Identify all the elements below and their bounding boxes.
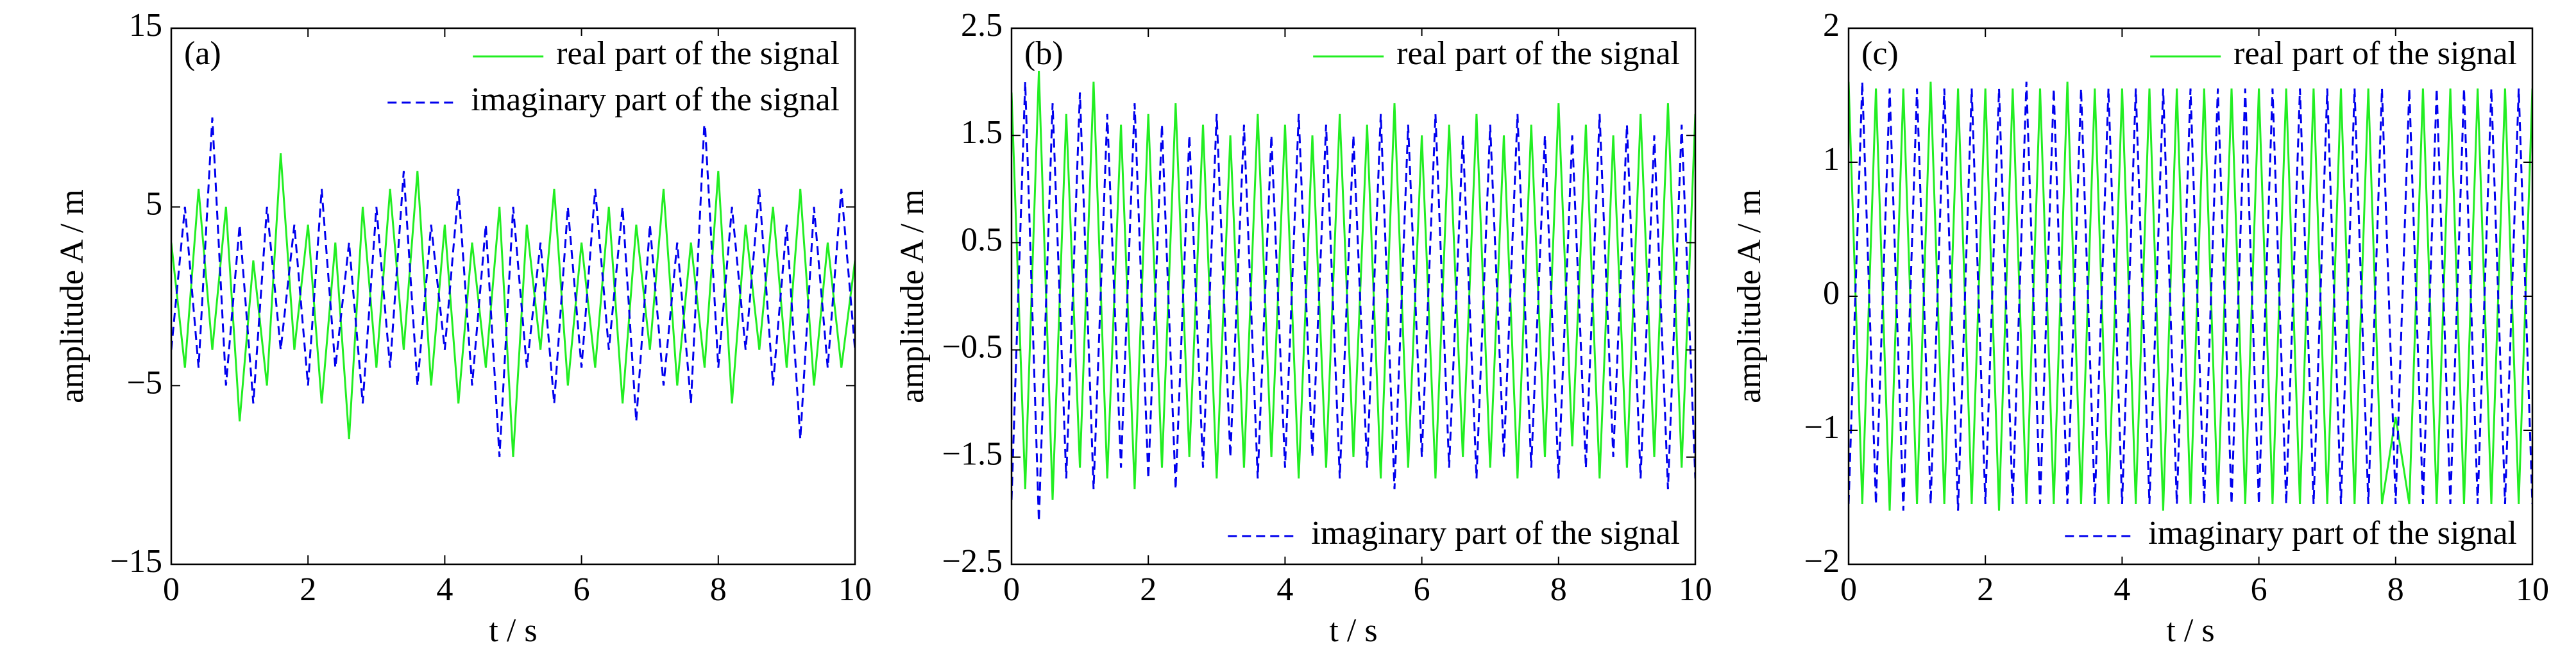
panel-label: (c) bbox=[1861, 35, 1899, 72]
x-tick-label: 2 bbox=[1977, 571, 1994, 608]
x-tick-label: 6 bbox=[2251, 571, 2267, 608]
x-tick-label: 10 bbox=[2516, 571, 2549, 608]
legend-label: imaginary part of the signal bbox=[471, 81, 840, 118]
legend-entry: imaginary part of the signal bbox=[2056, 515, 2529, 557]
legend-entry: real part of the signal bbox=[2141, 35, 2529, 77]
y-tick-label: −1 bbox=[1804, 409, 1840, 446]
legend-entry: imaginary part of the signal bbox=[1219, 515, 1691, 557]
panel-label: (a) bbox=[184, 35, 221, 72]
y-tick-label: −1.5 bbox=[942, 436, 1003, 473]
y-axis-label: amplitude A / m bbox=[894, 189, 931, 403]
axes-frame bbox=[1847, 27, 2534, 566]
legend-label: imaginary part of the signal bbox=[1311, 515, 1680, 551]
x-tick-label: 10 bbox=[1679, 571, 1712, 608]
x-tick-label: 8 bbox=[710, 571, 727, 608]
legend-background bbox=[2056, 516, 2529, 557]
series-line bbox=[1849, 81, 2532, 511]
y-tick-label: −2 bbox=[1804, 543, 1840, 580]
legend-entry: imaginary part of the signal bbox=[378, 81, 851, 123]
x-tick-label: 0 bbox=[163, 571, 180, 608]
legend-label: real part of the signal bbox=[1396, 35, 1680, 72]
y-tick-label: 15 bbox=[129, 7, 162, 44]
legend-background bbox=[1219, 516, 1691, 557]
series-line bbox=[1012, 81, 1695, 522]
series-line bbox=[171, 117, 855, 457]
plot-area bbox=[1012, 71, 1695, 522]
y-axis-label: amplitude A / m bbox=[1731, 189, 1768, 403]
y-tick-label: −5 bbox=[127, 364, 162, 401]
x-tick-label: 4 bbox=[2114, 571, 2130, 608]
subplot: 0 2 4 6 8 10 −2.5 −1.5 −0.5 0.5 1.5 2.5 t / s amplitu… bbox=[894, 7, 1712, 649]
legend-label: imaginary part of the signal bbox=[2148, 515, 2517, 551]
plot-area bbox=[171, 117, 855, 457]
x-tick-label: 10 bbox=[838, 571, 872, 608]
x-tick-label: 8 bbox=[1550, 571, 1567, 608]
x-axis-label: t / s bbox=[1329, 612, 1377, 649]
subplot: 0 2 4 6 8 10 −15 −5 5 15 t / s amplitude A / m (a) re… bbox=[54, 7, 872, 649]
x-tick-label: 2 bbox=[300, 571, 316, 608]
y-tick-label: −0.5 bbox=[942, 329, 1003, 366]
x-tick-label: 8 bbox=[2387, 571, 2404, 608]
legend-label: real part of the signal bbox=[556, 35, 840, 72]
x-tick-label: 6 bbox=[573, 571, 590, 608]
y-tick-label: −2.5 bbox=[942, 543, 1003, 580]
x-axis-label: t / s bbox=[489, 612, 537, 649]
series-line bbox=[1012, 71, 1695, 500]
x-axis-label: t / s bbox=[2166, 612, 2214, 649]
y-tick-label: 1.5 bbox=[961, 114, 1003, 151]
x-tick-label: 2 bbox=[1140, 571, 1157, 608]
x-tick-label: 0 bbox=[1003, 571, 1020, 608]
y-tick-label: 1 bbox=[1823, 141, 1840, 178]
y-axis-label: amplitude A / m bbox=[54, 189, 90, 403]
legend-entry: real part of the signal bbox=[464, 35, 851, 77]
legend-entry: real part of the signal bbox=[1304, 35, 1691, 77]
x-tick-label: 6 bbox=[1414, 571, 1430, 608]
subplot: 0 2 4 6 8 10 −2 −1 0 1 2 t / s amplitude A / m (c) rea… bbox=[1731, 7, 2549, 649]
y-tick-label: 0 bbox=[1823, 275, 1840, 312]
y-tick-label: −15 bbox=[110, 543, 162, 580]
y-tick-label: 5 bbox=[146, 186, 162, 223]
plot-area bbox=[1849, 81, 2532, 511]
x-tick-label: 4 bbox=[436, 571, 453, 608]
panel-label: (b) bbox=[1024, 35, 1063, 72]
legend-label: real part of the signal bbox=[2233, 35, 2517, 72]
legend-background bbox=[378, 82, 851, 123]
axes-frame bbox=[1010, 27, 1697, 566]
y-tick-label: 2 bbox=[1823, 7, 1840, 44]
x-tick-label: 4 bbox=[1276, 571, 1293, 608]
series-line bbox=[171, 153, 855, 457]
y-tick-label: 2.5 bbox=[961, 7, 1003, 44]
x-tick-label: 0 bbox=[1840, 571, 1857, 608]
series-line bbox=[1849, 81, 2532, 511]
axes-frame bbox=[170, 27, 856, 566]
y-tick-label: 0.5 bbox=[961, 221, 1003, 258]
